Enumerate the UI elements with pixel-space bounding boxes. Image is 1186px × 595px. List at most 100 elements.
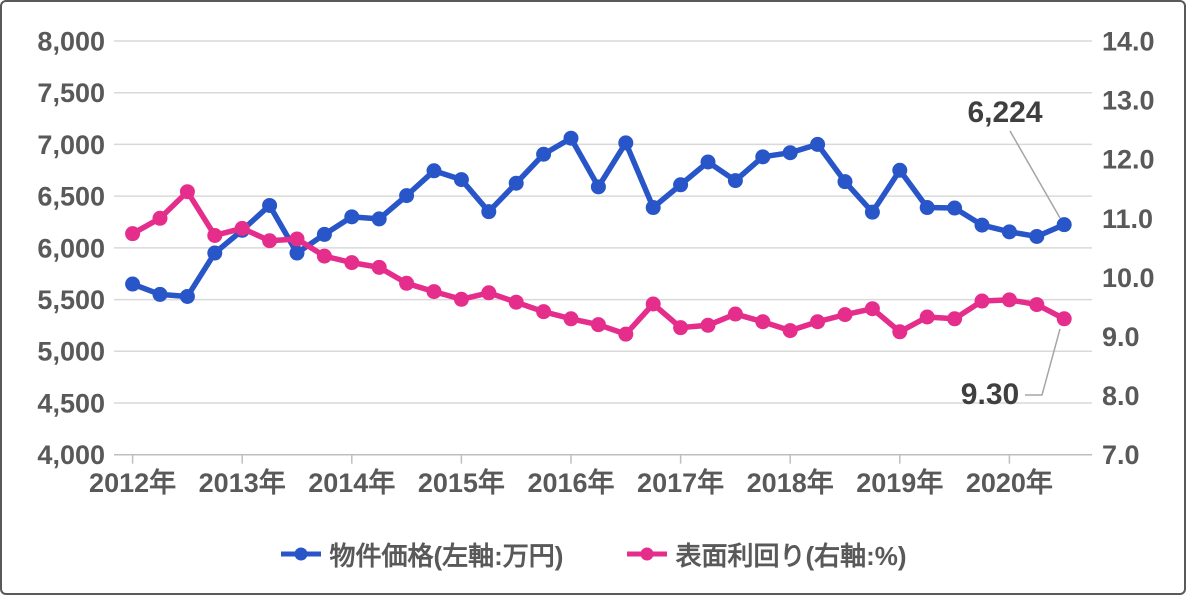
yield-series-point	[673, 320, 689, 336]
price-series-point	[673, 177, 689, 193]
yield-series-point	[1056, 311, 1072, 327]
x-axis-tick-label: 2014年	[308, 467, 395, 498]
left-axis-tick-label: 6,500	[37, 182, 105, 212]
right-axis-tick-label: 8.0	[1102, 381, 1140, 411]
price-series-point	[645, 200, 661, 216]
price-legend-marker-icon	[281, 547, 322, 561]
yield-series-point	[837, 307, 853, 323]
price-series-point	[426, 163, 442, 179]
yield-series-point	[864, 301, 880, 317]
price-series-point	[316, 226, 332, 242]
left-axis-tick-label: 7,000	[37, 130, 105, 160]
price-series-point	[727, 173, 743, 189]
price-series-point	[1056, 217, 1072, 233]
price-series-point	[782, 145, 798, 161]
right-axis-tick-label: 9.0	[1102, 322, 1140, 352]
annotation-yield-value: 9.30	[961, 378, 1019, 411]
price-series-point	[947, 200, 963, 216]
price-series-point	[536, 146, 552, 162]
price-series-point	[618, 135, 634, 151]
price-series-point	[563, 130, 579, 146]
price-series-point	[125, 276, 141, 292]
yield-series-point	[1001, 292, 1017, 308]
left-axis-tick-label: 4,500	[37, 388, 105, 418]
x-axis-tick-label: 2019年	[856, 467, 943, 498]
price-series-point	[590, 179, 606, 195]
annotation-price-value: 6,224	[967, 96, 1042, 129]
yield-series-point	[179, 184, 195, 200]
yield-series-point	[1029, 297, 1045, 313]
yield-series-point	[453, 291, 469, 307]
yield-series-point	[536, 304, 552, 320]
yield-series-point	[399, 275, 415, 291]
legend-label-price: 物件価格(左軸:万円)	[329, 540, 564, 571]
price-series-point	[508, 175, 524, 191]
price-series-point	[289, 245, 305, 261]
left-axis-tick-label: 6,000	[37, 233, 105, 263]
x-axis-tick-label: 2013年	[199, 467, 286, 498]
yield-series-point	[810, 314, 826, 330]
x-axis-tick-label: 2016年	[527, 467, 614, 498]
yield-series-point	[782, 323, 798, 339]
price-series-point	[152, 286, 168, 302]
price-series-point	[919, 200, 935, 216]
price-series-point	[262, 197, 278, 213]
price-series-point	[399, 188, 415, 204]
x-axis-tick-label: 2012年	[89, 467, 176, 498]
yield-series-point	[371, 259, 387, 275]
price-series-point	[1001, 224, 1017, 240]
yield-series-point	[947, 311, 963, 327]
yield-series-point	[152, 210, 168, 226]
yield-series-point	[700, 317, 716, 333]
yield-series-point	[590, 317, 606, 333]
yield-series-point	[481, 285, 497, 301]
price-series-point	[207, 245, 223, 261]
x-axis-tick-label: 2020年	[966, 467, 1053, 498]
left-axis-tick-label: 4,000	[37, 440, 105, 470]
annotation-leader-line	[1025, 328, 1061, 396]
price-series-point	[481, 204, 497, 220]
yield-series-point	[234, 220, 250, 236]
price-series-point	[371, 211, 387, 227]
yield-series-point	[645, 296, 661, 312]
left-axis-tick-label: 7,500	[37, 78, 105, 108]
price-series-point	[344, 209, 360, 225]
price-series-point	[810, 136, 826, 152]
price-series-point	[974, 217, 990, 233]
legend-item-yield: 表面利回り(右軸:%)	[625, 536, 907, 573]
price-series-point	[700, 154, 716, 170]
yield-series-point	[974, 293, 990, 309]
yield-series-point	[892, 324, 908, 340]
annotation-leader-line	[1009, 130, 1061, 219]
right-axis-tick-label: 10.0	[1102, 263, 1155, 293]
right-axis-tick-label: 12.0	[1102, 145, 1155, 175]
right-axis-tick-label: 13.0	[1102, 86, 1155, 116]
price-series-point	[892, 162, 908, 178]
right-axis-tick-label: 7.0	[1102, 440, 1140, 470]
right-axis-tick-label: 11.0	[1102, 204, 1153, 234]
x-axis-tick-label: 2015年	[418, 467, 505, 498]
yield-series-point	[755, 314, 771, 330]
x-axis-tick-label: 2018年	[747, 467, 834, 498]
left-axis-tick-label: 5,000	[37, 337, 105, 367]
price-series-point	[837, 174, 853, 190]
legend-item-price: 物件価格(左軸:万円)	[279, 536, 563, 573]
yield-series-point	[508, 294, 524, 310]
yield-series-point	[316, 248, 332, 264]
yield-series-point	[727, 306, 743, 322]
yield-series-point	[919, 309, 935, 325]
yield-series-point	[618, 326, 634, 342]
yield-series-point	[125, 226, 141, 242]
yield-series-point	[426, 284, 442, 300]
yield-series-point	[563, 311, 579, 327]
price-series-point	[864, 204, 880, 220]
yield-series-point	[207, 227, 223, 243]
price-series-point	[1029, 228, 1045, 244]
x-axis-tick-label: 2017年	[637, 467, 724, 498]
yield-series-point	[289, 231, 305, 247]
yield-legend-marker-icon	[627, 547, 668, 561]
legend-label-yield: 表面利回り(右軸:%)	[675, 540, 907, 571]
legend: 物件価格(左軸:万円) 表面利回り(右軸:%)	[2, 534, 1184, 574]
price-series-point	[453, 172, 469, 188]
